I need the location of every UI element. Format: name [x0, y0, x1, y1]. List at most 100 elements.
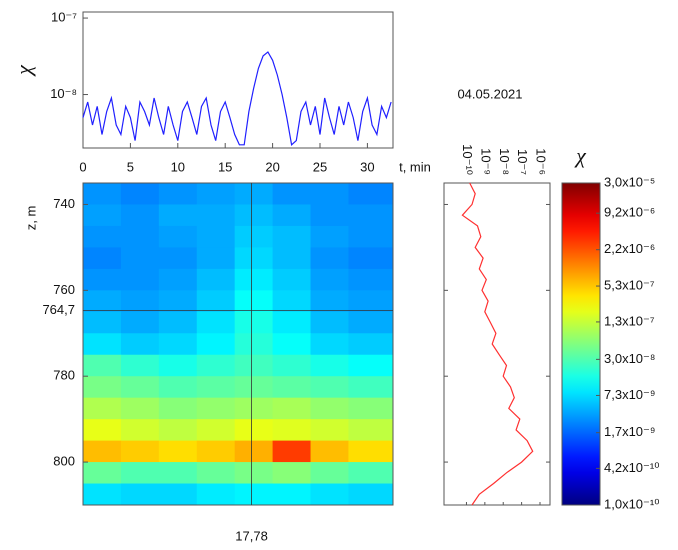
x-tick-label: 5	[127, 159, 134, 174]
heatmap-cell	[272, 397, 312, 420]
colorbar-title: χ	[574, 143, 587, 168]
heatmap-cell	[348, 354, 394, 377]
heatmap-cell	[310, 419, 349, 442]
x-tick-label: 10⁻¹⁰	[460, 144, 475, 175]
y-tick-label: 740	[53, 196, 75, 211]
x-tick-label: 10⁻⁷	[515, 149, 530, 175]
heatmap-cell	[272, 333, 312, 356]
heatmap-cell	[83, 247, 122, 270]
heatmap-cell	[234, 333, 274, 356]
heatmap-cell	[272, 290, 312, 313]
heatmap-cell	[120, 397, 160, 420]
heatmap-cell	[272, 268, 312, 291]
heatmap-cell	[83, 397, 122, 420]
heatmap-cell	[83, 483, 122, 506]
heatmap-cell	[348, 290, 394, 313]
heatmap-cell	[234, 268, 274, 291]
heatmap-cell	[158, 333, 198, 356]
heatmap-cell	[348, 397, 394, 420]
heatmap-cell	[196, 419, 236, 442]
heatmap-cell	[348, 268, 394, 291]
colorbar-tick-label: 3,0x10⁻⁵	[604, 174, 655, 189]
heatmap-cell	[234, 354, 274, 377]
y-tick-label: 800	[53, 454, 75, 469]
y-tick-label: 760	[53, 282, 75, 297]
marker-label-x: 17,78	[235, 528, 268, 543]
heatmap-cell	[83, 183, 122, 205]
heatmap-cell	[83, 333, 122, 356]
heatmap-cell	[234, 376, 274, 399]
heatmap-cell	[310, 290, 349, 313]
heatmap-cell	[310, 204, 349, 227]
colorbar-tick-label: 3,0x10⁻⁸	[604, 351, 655, 366]
colorbar-tick-label: 2,2x10⁻⁶	[604, 241, 655, 256]
heatmap-cell	[272, 376, 312, 399]
heatmap-cell	[234, 483, 274, 506]
heatmap-cell	[310, 483, 349, 506]
heatmap-cell	[83, 311, 122, 334]
heatmap-cell	[196, 247, 236, 270]
heatmap-cell	[196, 183, 236, 205]
heatmap-cell	[272, 419, 312, 442]
heatmap-cell	[234, 204, 274, 227]
x-tick-label: 10	[171, 159, 185, 174]
x-tick-label: 15	[218, 159, 232, 174]
signal-line	[82, 51, 392, 146]
heatmap-cell	[158, 290, 198, 313]
heatmap-cell	[158, 354, 198, 377]
colorbar-tick-label: 5,3x10⁻⁷	[604, 277, 655, 292]
heatmap-cell	[196, 268, 236, 291]
heatmap-cell	[120, 311, 160, 334]
heatmap-cell	[196, 204, 236, 227]
y-tick-label: 10⁻⁸	[50, 86, 77, 101]
colorbar	[561, 182, 601, 506]
heatmap-cell	[348, 225, 394, 248]
heatmap-cell	[234, 419, 274, 442]
heatmap-cell	[272, 440, 312, 463]
heatmap-cell	[120, 204, 160, 227]
heatmap-cell	[348, 376, 394, 399]
colorbar-tick-label: 9,2x10⁻⁶	[604, 205, 655, 220]
heatmap-cell	[158, 268, 198, 291]
heatmap-cell	[120, 462, 160, 485]
heatmap-cell	[310, 397, 349, 420]
plot-frame	[82, 11, 394, 149]
heatmap-cell	[120, 225, 160, 248]
heatmap-cell	[196, 290, 236, 313]
heatmap-cell	[158, 376, 198, 399]
heatmap-cell	[348, 247, 394, 270]
heatmap-cell	[83, 290, 122, 313]
heatmap-cell	[348, 333, 394, 356]
heatmap-cell	[272, 204, 312, 227]
date-annotation: 04.05.2021	[457, 86, 522, 101]
x-tick-label: 0	[79, 159, 86, 174]
heatmap-cell	[348, 311, 394, 334]
heatmap-cell	[234, 290, 274, 313]
y-tick-label: 780	[53, 368, 75, 383]
colorbar-tick-label: 1,0x10⁻¹⁰	[604, 496, 659, 511]
heatmap-cell	[158, 225, 198, 248]
x-tick-label: 10⁻⁸	[497, 148, 512, 175]
x-tick-label: 25	[313, 159, 327, 174]
heatmap-cell	[158, 311, 198, 334]
heatmap-cell	[196, 311, 236, 334]
heatmap-cell	[158, 462, 198, 485]
heatmap-cell	[83, 440, 122, 463]
heatmap-cell	[348, 440, 394, 463]
heatmap-cell	[83, 354, 122, 377]
heatmap-cell	[310, 440, 349, 463]
x-tick-label: 30	[360, 159, 374, 174]
heatmap-cell	[272, 462, 312, 485]
heatmap-cell	[310, 333, 349, 356]
heatmap-cell	[196, 225, 236, 248]
x-tick-label: 10⁻⁹	[478, 148, 493, 175]
heatmap-cell	[120, 440, 160, 463]
heatmap-cell	[120, 419, 160, 442]
heatmap-cell	[158, 483, 198, 506]
heatmap-cell	[272, 247, 312, 270]
heatmap-cell	[310, 268, 349, 291]
heatmap-cell	[310, 311, 349, 334]
heatmap-cell	[158, 204, 198, 227]
heatmap-cell	[83, 268, 122, 291]
heatmap-cell	[120, 333, 160, 356]
